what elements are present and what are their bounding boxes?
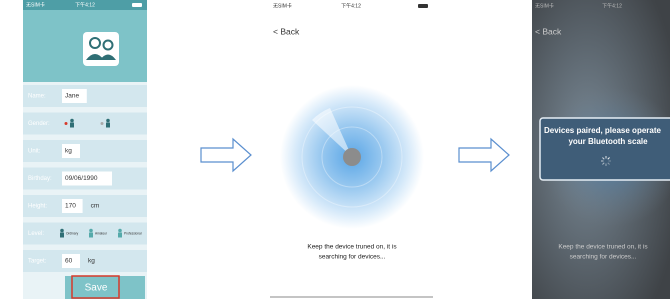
status-time: 下午4:12	[341, 2, 361, 9]
field-label: Level:	[28, 231, 44, 237]
person-icon	[60, 233, 64, 238]
profile-screen: 无SIM卡 下午4:12 Name: Jane Gender: Unit: kg Birt…	[23, 0, 147, 299]
form-row	[23, 140, 147, 162]
field-value: 170	[65, 203, 76, 210]
field-value: kg	[65, 148, 72, 155]
searching-screen: 无SIM卡 下午4:12 < Back Keep the device trun…	[270, 0, 433, 299]
battery-icon	[132, 3, 142, 7]
radar-center	[343, 148, 361, 166]
dialog-text: your Bluetooth scale	[568, 137, 648, 146]
status-carrier: 无SIM卡	[535, 2, 554, 9]
page: {"screens": [ {"status": {"carrier": "无S…	[0, 0, 670, 299]
flow-arrow	[459, 139, 509, 171]
field-label: Unit:	[28, 149, 41, 155]
person-icon	[106, 119, 110, 123]
status-message: searching for devices...	[319, 254, 386, 261]
level-option: Ordinary	[66, 231, 79, 235]
field-label: Name:	[28, 94, 46, 100]
radio	[101, 122, 104, 125]
field-value: 09/06/1990	[65, 175, 98, 182]
person-icon	[89, 229, 93, 233]
screenshot-collage: 无SIM卡 下午4:12 Name: Jane Gender: Unit: kg Birt…	[0, 0, 670, 299]
status-message: searching for devices...	[570, 254, 637, 261]
paired-screen: 无SIM卡 下午4:12 < Back Devices paired, plea…	[532, 0, 670, 299]
person-icon	[118, 229, 122, 233]
person-icon	[70, 119, 74, 123]
flow-arrow	[201, 139, 251, 171]
person-icon	[106, 123, 110, 128]
field-value: 60	[65, 258, 73, 265]
status-carrier: 无SIM卡	[273, 2, 292, 9]
radio	[65, 122, 68, 125]
person-icon	[60, 229, 64, 233]
level-option: Amateur	[95, 231, 108, 235]
back-button[interactable]: < Back	[273, 26, 300, 36]
dialog-text: Devices paired, please operate	[544, 126, 662, 135]
field-label: Birthday:	[28, 176, 52, 182]
status-time: 下午4:12	[602, 2, 622, 9]
field-label: Height:	[28, 204, 47, 210]
field-unit: cm	[91, 203, 100, 210]
field-label: Gender:	[28, 121, 50, 127]
person-icon	[70, 123, 74, 128]
status-time: 下午4:12	[75, 1, 95, 8]
person-icon	[89, 233, 93, 238]
avatar-frame	[83, 32, 119, 66]
battery-icon	[418, 4, 428, 8]
status-message: Keep the device truned on, it is	[558, 244, 648, 251]
back-button[interactable]: < Back	[535, 26, 562, 36]
field-unit: kg	[88, 258, 95, 265]
save-button[interactable]: Save	[85, 283, 108, 294]
field-label: Target:	[28, 259, 47, 265]
form: Name: Jane Gender: Unit: kg Birthday: 09/06/19…	[23, 85, 147, 272]
status-message: Keep the device truned on, it is	[307, 244, 397, 251]
field-value: Jane	[65, 93, 79, 100]
person-icon	[118, 233, 122, 238]
level-option: Professional	[124, 231, 142, 235]
status-carrier: 无SIM卡	[26, 1, 45, 8]
